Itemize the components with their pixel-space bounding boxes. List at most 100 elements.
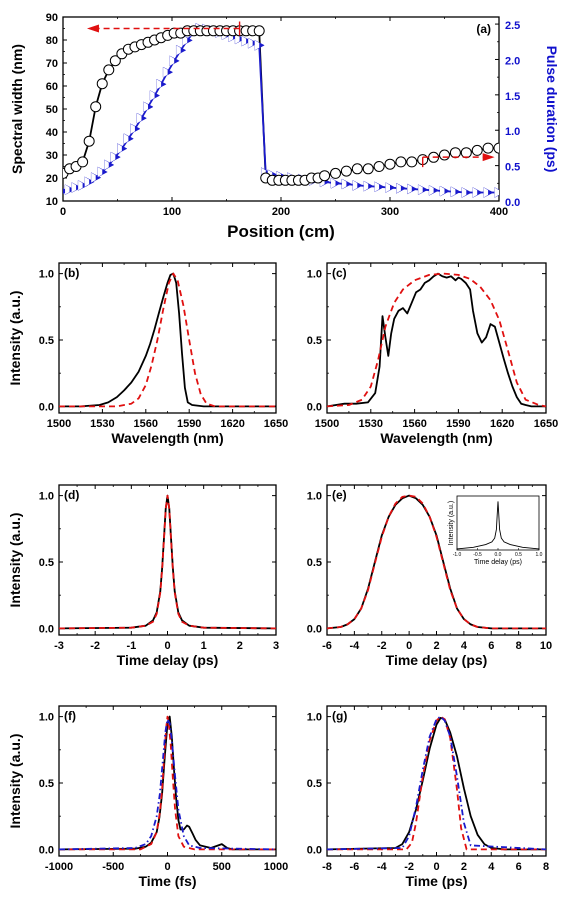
pulse-duration-point-highlight (254, 40, 260, 51)
x-tick-label: 4 (461, 640, 468, 652)
x-tick-label: 0 (433, 861, 439, 873)
y-tick-label: 30 (46, 150, 58, 162)
x-tick-label: 8 (516, 640, 522, 652)
x-tick-label: 2 (461, 861, 467, 873)
y-tick-label: 0.0 (307, 401, 322, 413)
left-axis-arrow-head (86, 24, 99, 33)
y-tick-label: 0.5 (39, 778, 54, 790)
y-tick-label: 0.5 (39, 557, 54, 569)
x-tick-label: -2 (90, 640, 100, 652)
y-tick-label: 1.0 (307, 491, 322, 503)
x-tick-label: -2 (404, 861, 414, 873)
x-tick-label: -2 (377, 640, 387, 652)
pulse-duration-point-highlight (117, 143, 122, 154)
panel-label: (a) (476, 22, 491, 36)
y-tick-label: 1.0 (39, 269, 54, 281)
y2-axis-label: Pulse duration (ps) (544, 46, 560, 173)
pulse-duration-point-highlight (248, 38, 253, 49)
x-tick-label: 1560 (134, 418, 158, 430)
panel-a: 0 100 200 300 400 10 20 30 40 50 60 70 80 90 Position … (9, 12, 560, 241)
x-tick-label: 1620 (490, 418, 514, 430)
y-tick-label: 70 (46, 58, 58, 70)
pulse-duration-point-highlight (156, 79, 162, 90)
pulse-duration-point-highlight (182, 35, 188, 46)
panel-c: 1500 1530 1560 1590 1620 1650 0.0 0.5 1.0 Wavelen… (307, 262, 558, 446)
x-tick-label: 2 (433, 640, 439, 652)
x-tick-label: -4 (377, 861, 388, 873)
x-tick-label: 1500 (315, 418, 339, 430)
y2-tick-label: 0.5 (505, 162, 520, 174)
pulse-duration-point-highlight (483, 187, 489, 198)
x-tick-label: 1530 (359, 418, 383, 430)
pulse-duration-point-highlight (78, 180, 83, 191)
pulse-duration-point-highlight (385, 182, 390, 193)
x-axis-label: Wavelength (nm) (380, 430, 492, 446)
pulse-duration-point-highlight (450, 186, 456, 197)
x-tick-label: 1530 (90, 418, 114, 430)
x-tick-label: -6 (349, 861, 359, 873)
panel-f: -1000 -500 0 500 1000 0.0 0.5 1.0 Time (fs) Inten… (7, 705, 288, 889)
x-tick-label: -500 (102, 861, 124, 873)
y-tick-label: 90 (46, 12, 58, 24)
x-axis-label: Wavelength (nm) (111, 430, 223, 446)
panel-label: (d) (64, 488, 79, 502)
pulse-duration-point-highlight (65, 184, 70, 195)
spectral-width-point (493, 142, 499, 154)
x-axis-label: Time delay (ps) (117, 652, 219, 668)
x-axis-label: Position (cm) (227, 222, 335, 241)
spectral-width-point (351, 163, 363, 175)
x-tick-label: 1650 (534, 418, 558, 430)
pulse-duration-point-highlight (123, 133, 129, 144)
x-tick-label: -4 (349, 640, 360, 652)
right-axis-arrow-head (482, 153, 495, 162)
pulse-duration-point-highlight (136, 113, 142, 124)
series-line-dash (59, 715, 276, 851)
pulse-duration-point-highlight (97, 166, 103, 177)
spectral-width-point (482, 142, 494, 154)
pulse-duration-point-highlight (331, 178, 336, 189)
series-line-dash (59, 494, 276, 630)
spectral-width-point (449, 147, 461, 159)
pulse-duration-point-highlight (176, 45, 181, 56)
panel-e: -6 -4 -2 0 2 4 6 8 10 0.0 0.5 1.0 Time delay (ps) (e)… (307, 484, 552, 668)
y-tick-label: 1.0 (39, 491, 54, 503)
y-tick-label: 60 (46, 81, 58, 93)
pulse-duration-point-highlight (130, 123, 135, 134)
pulse-duration-point-highlight (235, 33, 240, 44)
pulse-duration-point-highlight (352, 180, 358, 191)
pulse-duration-point-highlight (71, 182, 77, 193)
y-tick-label: 0.5 (307, 778, 322, 790)
spectral-width-point (96, 78, 108, 90)
y2-tick-label: 1.5 (505, 91, 520, 103)
inset-panel-e: -1.0 -0.5 0.0 0.5 1.0 Time delay (ps) Intensit… (448, 495, 543, 566)
pulse-duration-point-highlight (396, 183, 401, 194)
series-line-solid (59, 494, 276, 630)
panel-label: (c) (332, 266, 347, 280)
y-tick-label: 1.0 (39, 712, 54, 724)
series-line-dash (327, 715, 546, 851)
spectral-width-point (319, 170, 331, 182)
y-tick-label: 0.5 (39, 335, 54, 347)
pulse-duration-point-highlight (110, 152, 116, 163)
x-tick-label: -1000 (45, 861, 73, 873)
spectral-width-point (330, 167, 341, 179)
x-tick-label: 1500 (47, 418, 71, 430)
series-line-dash (59, 272, 276, 408)
y-tick-label: 80 (46, 35, 58, 47)
pulse-duration-point-highlight (440, 186, 445, 197)
panel-label: (e) (332, 488, 347, 502)
x-tick-label: 6 (516, 861, 522, 873)
y-tick-label: 0.0 (307, 623, 322, 635)
x-tick-label: 1560 (402, 418, 426, 430)
x-tick-label: 100 (163, 206, 181, 218)
inset-x-tick-label: 0.0 (495, 552, 502, 558)
y2-tick-label: 2.5 (505, 20, 520, 32)
inset-frame (456, 495, 540, 551)
x-tick-label: 400 (490, 206, 508, 218)
x-axis-label: Time (fs) (138, 873, 196, 889)
pulse-duration-point-highlight (461, 187, 467, 198)
inset-y-axis-label: Intensity (a.u.) (448, 501, 455, 545)
pulse-duration-point-highlight (163, 67, 168, 78)
spectral-width-point (384, 158, 396, 170)
